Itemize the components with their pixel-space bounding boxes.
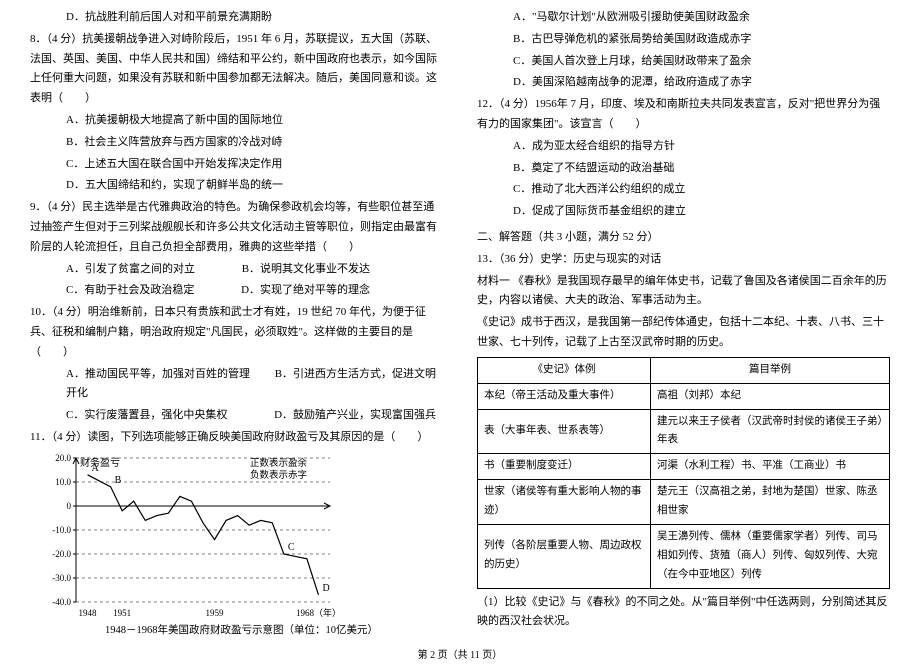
section2-title: 二、解答题（共 3 小题，满分 52 分） (477, 228, 890, 248)
q13-sub1: （1）比较《史记》与《春秋》的不同之处。从"篇目举例"中任选两则，分别简述其反映… (477, 593, 890, 633)
q11-a: A．"马歇尔计划"从欧洲吸引援助使美国财政盈余 (477, 8, 890, 28)
q8-d: D．五大国缔结和约，实现了朝鲜半岛的统一 (30, 176, 443, 196)
q9-stem: 9．（4 分）民主选举是古代雅典政治的特色。为确保参政机会均等，有些职位甚至通过… (30, 198, 443, 257)
q12-c: C．推动了北大西洋公约组织的成立 (477, 180, 890, 200)
q13-stem: 13．（36 分）史学：历史与现实的对话 (477, 250, 890, 270)
svg-text:1951: 1951 (113, 608, 131, 618)
chart-svg: 20.0 10.0 0 -10.0 -20.0 -30.0 -40.0 1948 1951 195… (40, 450, 340, 620)
q10-d: D．鼓励殖产兴业，实现富国强兵 (274, 409, 436, 421)
q10-stem: 10．（4 分）明治维新前，日本只有贵族和武士才有姓，19 世纪 70 年代，为… (30, 303, 443, 362)
svg-text:-20.0: -20.0 (52, 549, 71, 559)
page: D．抗战胜利前后国人对和平前景充满期盼 8．（4 分）抗美援朝战争进入对峙阶段后… (0, 0, 920, 645)
q9-row1: A．引发了贫富之间的对立 B．说明其文化事业不发达 (30, 260, 443, 280)
q11-b: B．古巴导弹危机的紧张局势给美国财政造成赤字 (477, 30, 890, 50)
q13-p1: 材料一 《春秋》是我国现存最早的编年体史书，记载了鲁国及各诸侯国二百余年的历史，… (477, 272, 890, 312)
q11-d: D．美国深陷越南战争的泥潭，给政府造成了赤字 (477, 73, 890, 93)
shiji-table: 《史记》体例篇目举例本纪（帝王活动及重大事件）高祖（刘邦）本纪表（大事年表、世系… (477, 357, 890, 589)
q9-row2: C．有助于社会及政治稳定 D．实现了绝对平等的理念 (30, 281, 443, 301)
svg-text:20.0: 20.0 (55, 453, 71, 463)
svg-text:-30.0: -30.0 (52, 573, 71, 583)
q10-row1: A．推动国民平等，加强对百姓的管理 B．引进西方生活方式，促进文明开化 (30, 365, 443, 405)
q11-stem: 11．（4 分）读图，下列选项能够正确反映美国政府财政盈亏及其原因的是（ ） (30, 428, 443, 448)
q12-stem: 12．（4 分）1956年 7 月，印度、埃及和南斯拉夫共同发表宣言，反对"把世… (477, 95, 890, 135)
svg-text:10.0: 10.0 (55, 477, 71, 487)
q10-c: C．实行废藩置县，强化中央集权 (66, 409, 227, 421)
chart-caption: 1948－1968年美国政府财政盈亏示意图（单位：10亿美元） (40, 622, 443, 641)
q7-option-d: D．抗战胜利前后国人对和平前景充满期盼 (30, 8, 443, 28)
q12-b: B．奠定了不结盟运动的政治基础 (477, 159, 890, 179)
svg-text:1959: 1959 (206, 608, 225, 618)
q11-c: C．美国人首次登上月球，给美国财政带来了盈余 (477, 52, 890, 72)
q10-a: A．推动国民平等，加强对百姓的管理 (66, 368, 250, 380)
q8-c: C．上述五大国在联合国中开始发挥决定作用 (30, 155, 443, 175)
page-footer: 第 2 页（共 11 页） (0, 647, 920, 665)
q8-b: B．社会主义阵营放弃与西方国家的冷战对峙 (30, 133, 443, 153)
q8-stem: 8．（4 分）抗美援朝战争进入对峙阶段后，1951 年 6 月，苏联提议，五大国… (30, 30, 443, 109)
svg-text:正数表示盈余: 正数表示盈余 (250, 457, 308, 469)
q10-row2: C．实行废藩置县，强化中央集权 D．鼓励殖产兴业，实现富国强兵 (30, 406, 443, 426)
q8-a: A．抗美援朝极大地提高了新中国的国际地位 (30, 111, 443, 131)
right-column: A．"马歇尔计划"从欧洲吸引援助使美国财政盈余 B．古巴导弹危机的紧张局势给美国… (477, 8, 890, 641)
svg-text:C: C (288, 542, 295, 553)
q9-c: C．有助于社会及政治稳定 (66, 284, 194, 296)
svg-text:财务盈亏: 财务盈亏 (80, 456, 120, 469)
q9-d: D．实现了绝对平等的理念 (241, 284, 370, 296)
left-column: D．抗战胜利前后国人对和平前景充满期盼 8．（4 分）抗美援朝战争进入对峙阶段后… (30, 8, 443, 641)
svg-text:-10.0: -10.0 (52, 525, 71, 535)
svg-text:B: B (115, 475, 122, 486)
q9-b: B．说明其文化事业不发达 (242, 263, 370, 275)
svg-text:D: D (322, 583, 329, 594)
q12-d: D．促成了国际货币基金组织的建立 (477, 202, 890, 222)
q13-p2: 《史记》成书于西汉，是我国第一部纪传体通史，包括十二本纪、十表、八书、三十世家、… (477, 313, 890, 353)
svg-text:0: 0 (67, 501, 72, 511)
svg-text:-40.0: -40.0 (52, 597, 71, 607)
svg-text:1948: 1948 (79, 608, 98, 618)
q12-a: A．成为亚太经合组织的指导方针 (477, 137, 890, 157)
chart: 20.0 10.0 0 -10.0 -20.0 -30.0 -40.0 1948 1951 195… (40, 450, 340, 620)
svg-text:1968（年）: 1968（年） (296, 607, 340, 618)
q9-a: A．引发了贫富之间的对立 (66, 263, 195, 275)
svg-text:负数表示赤字: 负数表示赤字 (250, 469, 307, 481)
